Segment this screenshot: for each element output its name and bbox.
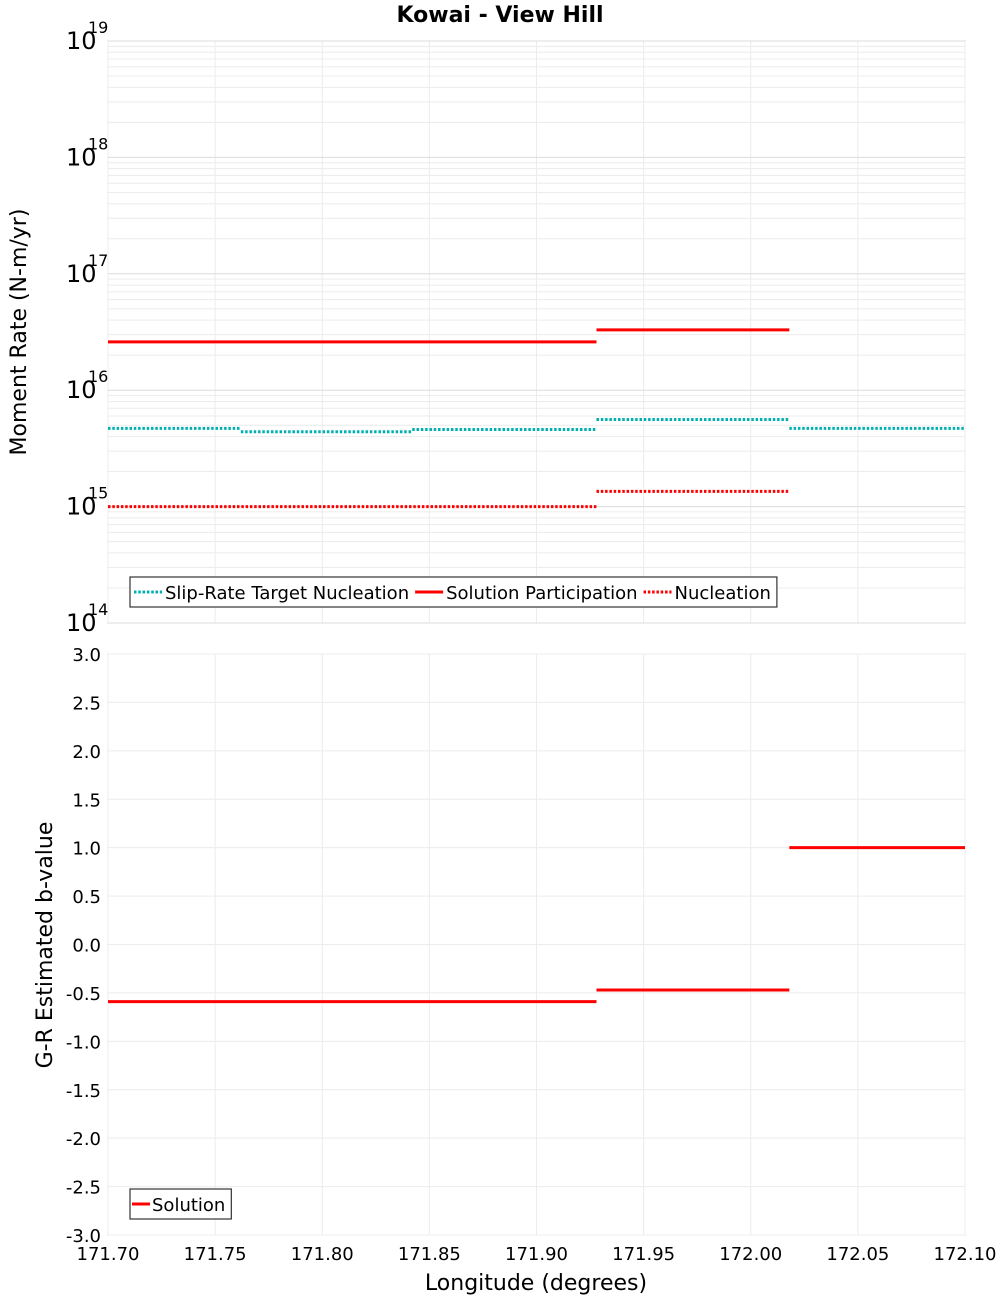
- top-y-tick-base: 10: [66, 609, 97, 637]
- bottom-y-tick-label: -2.5: [66, 1178, 101, 1199]
- top-legend-label-3: Nucleation: [675, 583, 771, 604]
- chart-title: Kowai - View Hill: [396, 3, 603, 28]
- top-y-tick-base: 10: [66, 376, 97, 404]
- bottom-y-tick-label: 2.0: [72, 742, 101, 763]
- top-y-tick-base: 10: [66, 493, 97, 521]
- x-tick-label: 171.80: [291, 1244, 354, 1265]
- top-legend-label-1: Slip-Rate Target Nucleation: [165, 583, 409, 604]
- top-legend-label-2: Solution Participation: [446, 583, 637, 604]
- bottom-y-tick-label: -0.5: [66, 984, 101, 1005]
- x-tick-label: 171.75: [184, 1244, 247, 1265]
- x-tick-label: 171.70: [77, 1244, 140, 1265]
- bottom-y-tick-label: 2.5: [72, 693, 101, 714]
- top-legend-box: [129, 576, 778, 608]
- x-tick-label: 171.85: [398, 1244, 461, 1265]
- x-tick-label: 171.95: [612, 1244, 675, 1265]
- bottom-y-tick-label: 3.0: [72, 645, 101, 666]
- top-y-tick-exponent: 17: [88, 251, 108, 270]
- bottom-y-tick-label: -2.0: [66, 1129, 101, 1150]
- top-y-tick-base: 10: [66, 260, 97, 288]
- top-y-tick-exponent: 14: [88, 600, 108, 619]
- x-tick-label: 171.90: [505, 1244, 568, 1265]
- bottom-y-tick-label: -3.0: [66, 1226, 101, 1247]
- bottom-y-tick-label: 0.0: [72, 936, 101, 957]
- top-y-tick-exponent: 19: [88, 18, 108, 37]
- bottom-y-tick-label: -1.0: [66, 1032, 101, 1053]
- top-y-tick-exponent: 16: [88, 367, 108, 386]
- x-tick-label: 172.00: [719, 1244, 782, 1265]
- top-y-axis-label: Moment Rate (N-m/yr): [7, 209, 32, 456]
- top-y-tick-exponent: 18: [88, 134, 108, 153]
- bottom-legend-label-1: Solution: [152, 1195, 225, 1216]
- bottom-y-axis-label: G-R Estimated b-value: [33, 822, 58, 1069]
- top-y-tick-base: 10: [66, 143, 97, 171]
- bottom-y-tick-label: 1.5: [72, 790, 101, 811]
- x-tick-label: 172.10: [934, 1244, 997, 1265]
- x-axis-label: Longitude (degrees): [425, 1271, 647, 1296]
- top-y-tick-base: 10: [66, 27, 97, 55]
- bottom-y-tick-label: 1.0: [72, 839, 101, 860]
- bottom-y-tick-label: 0.5: [72, 887, 101, 908]
- top-y-tick-exponent: 15: [88, 484, 108, 503]
- bottom-y-tick-label: -1.5: [66, 1081, 101, 1102]
- x-tick-label: 172.05: [826, 1244, 889, 1265]
